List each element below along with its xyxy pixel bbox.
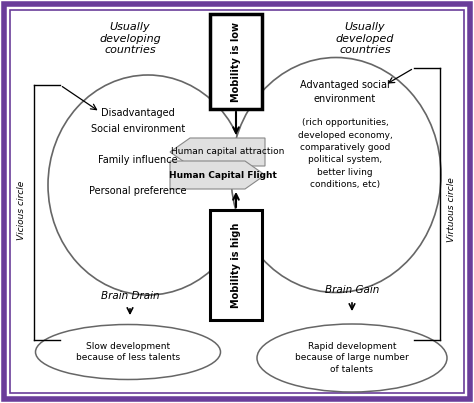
Ellipse shape bbox=[257, 324, 447, 392]
Text: Brain Drain: Brain Drain bbox=[100, 291, 159, 301]
Bar bbox=[210, 14, 262, 109]
Text: Virtuous circle: Virtuous circle bbox=[447, 178, 456, 242]
Text: Brain Gain: Brain Gain bbox=[325, 285, 379, 295]
Text: Advantaged social
environment: Advantaged social environment bbox=[300, 80, 390, 104]
Text: Usually
developing
countries: Usually developing countries bbox=[99, 22, 161, 55]
Ellipse shape bbox=[48, 75, 248, 295]
Text: Vicious circle: Vicious circle bbox=[18, 181, 27, 240]
Text: Human capital attraction: Human capital attraction bbox=[171, 147, 284, 156]
Polygon shape bbox=[170, 161, 265, 189]
Ellipse shape bbox=[231, 58, 441, 293]
Ellipse shape bbox=[36, 324, 220, 380]
Text: Disadvantaged
Social environment

Family influence

Personal preference: Disadvantaged Social environment Family … bbox=[89, 108, 187, 196]
Polygon shape bbox=[170, 138, 265, 166]
Text: Human Capital Flight: Human Capital Flight bbox=[169, 170, 276, 179]
Text: Mobility is high: Mobility is high bbox=[231, 222, 241, 307]
Text: Rapid development
because of large number
of talents: Rapid development because of large numbe… bbox=[295, 342, 409, 374]
Bar bbox=[210, 210, 262, 320]
Text: Usually
developed
countries: Usually developed countries bbox=[336, 22, 394, 55]
Text: (rich opportunities,
developed economy,
comparatively good
political system,
bet: (rich opportunities, developed economy, … bbox=[298, 118, 392, 189]
Text: Mobility is low: Mobility is low bbox=[231, 21, 241, 102]
Text: Slow development
because of less talents: Slow development because of less talents bbox=[76, 342, 180, 362]
